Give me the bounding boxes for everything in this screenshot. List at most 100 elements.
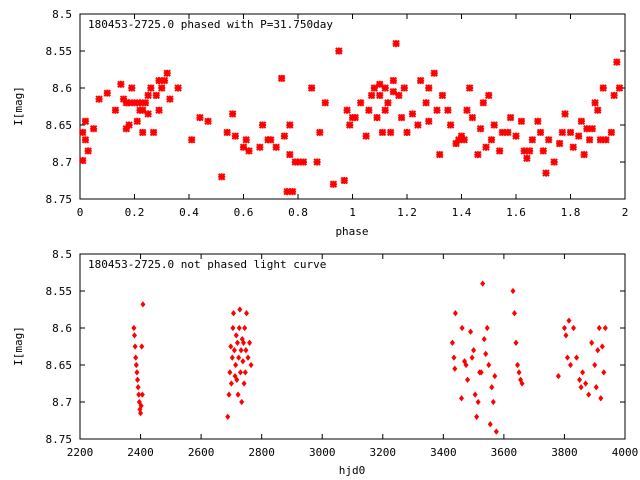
data-point — [536, 128, 545, 137]
x-axis-title: phase — [335, 225, 368, 238]
data-point — [599, 84, 607, 92]
data-point — [596, 324, 602, 332]
data-point — [294, 158, 302, 166]
data-point — [566, 317, 572, 324]
data-point — [425, 84, 433, 92]
y-tick-label: 8.6 — [52, 322, 72, 335]
x-tick-label: 1.8 — [561, 206, 581, 219]
data-point — [542, 169, 550, 177]
data-point — [84, 147, 92, 155]
x-tick-label: 0.4 — [179, 206, 199, 219]
data-point — [544, 136, 553, 144]
y-tick-label: 8.5 — [52, 248, 72, 261]
tick-group: 0 0.2 0.4 0.6 0.8 1 1.2 1.4 1.6 1.8 2 8.5 8.55 8.6 8.6… — [46, 8, 629, 219]
x-tick-label: 2400 — [127, 446, 154, 459]
data-point — [231, 132, 240, 140]
data-point — [81, 117, 90, 126]
data-point — [598, 395, 604, 402]
data-point — [589, 339, 595, 346]
data-point — [479, 99, 488, 107]
y-tick-label: 8.75 — [46, 193, 73, 206]
data-point — [487, 136, 496, 144]
data-point — [299, 158, 308, 166]
x-tick-label: 0.8 — [288, 206, 308, 219]
data-point — [147, 84, 155, 92]
data-point — [217, 173, 226, 181]
data-point — [356, 99, 365, 107]
data-point — [512, 132, 520, 140]
data-marks — [131, 280, 608, 435]
data-point — [272, 143, 280, 151]
data-point — [242, 136, 250, 144]
data-point — [245, 354, 251, 361]
data-point — [430, 69, 438, 77]
data-point — [238, 347, 244, 354]
data-point — [133, 361, 139, 369]
data-point — [196, 113, 204, 122]
data-point — [227, 369, 233, 376]
data-point — [130, 99, 139, 107]
data-point — [244, 310, 250, 317]
data-point — [586, 391, 592, 398]
data-point — [395, 91, 403, 100]
data-point — [588, 124, 597, 133]
data-point — [138, 128, 147, 137]
data-point — [459, 324, 465, 332]
data-point — [131, 324, 137, 332]
unphased-panel: 2200 2400 2600 2800 3000 3200 3400 3600 3800 4000… — [12, 248, 638, 477]
data-point — [174, 84, 182, 92]
data-point — [103, 89, 111, 97]
data-point — [135, 376, 141, 383]
data-point — [489, 384, 495, 391]
data-point — [256, 143, 264, 151]
data-point — [160, 76, 169, 85]
data-point — [463, 106, 471, 114]
data-point — [539, 147, 547, 155]
y-tick-label: 8.6 — [52, 82, 72, 95]
data-point — [607, 128, 616, 137]
data-point — [580, 150, 588, 159]
y-tick-label: 8.5 — [52, 8, 72, 21]
data-point — [138, 106, 147, 114]
data-point — [569, 143, 577, 151]
data-point — [241, 380, 247, 387]
data-point — [583, 380, 589, 387]
data-point — [478, 369, 484, 376]
data-point — [555, 139, 564, 148]
x-tick-label: 4000 — [612, 446, 639, 459]
data-point — [351, 113, 359, 122]
data-point — [476, 124, 485, 133]
data-point — [475, 398, 481, 406]
data-point — [520, 147, 528, 155]
data-point — [602, 136, 610, 144]
data-point — [451, 354, 457, 361]
data-point — [225, 413, 231, 420]
data-point — [566, 128, 575, 137]
data-point — [389, 76, 398, 85]
data-point — [378, 128, 387, 137]
data-point — [438, 91, 447, 100]
data-point — [414, 121, 422, 129]
tick-group: 2200 2400 2600 2800 3000 3200 3400 3600 3800 4000… — [46, 248, 639, 459]
data-point — [468, 328, 474, 335]
x-tick-label: 1.4 — [452, 206, 472, 219]
data-point — [239, 398, 245, 406]
data-point — [240, 358, 246, 365]
data-point — [138, 402, 144, 409]
data-point — [236, 354, 242, 361]
data-point — [449, 339, 455, 346]
data-point — [248, 361, 254, 369]
data-point — [135, 384, 141, 391]
data-point — [235, 391, 241, 398]
data-point — [316, 128, 324, 137]
data-point — [365, 106, 373, 114]
data-point — [474, 150, 482, 159]
data-point — [422, 99, 430, 107]
plot-frame — [79, 253, 626, 440]
data-point — [567, 361, 574, 369]
data-point — [517, 117, 526, 126]
data-point — [362, 132, 370, 140]
data-point — [321, 99, 329, 107]
data-point — [580, 369, 586, 376]
data-point — [593, 384, 599, 391]
